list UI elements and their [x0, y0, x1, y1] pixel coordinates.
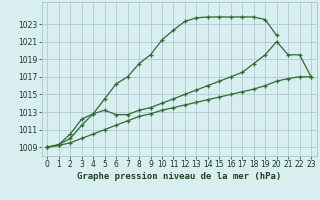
X-axis label: Graphe pression niveau de la mer (hPa): Graphe pression niveau de la mer (hPa): [77, 172, 281, 181]
